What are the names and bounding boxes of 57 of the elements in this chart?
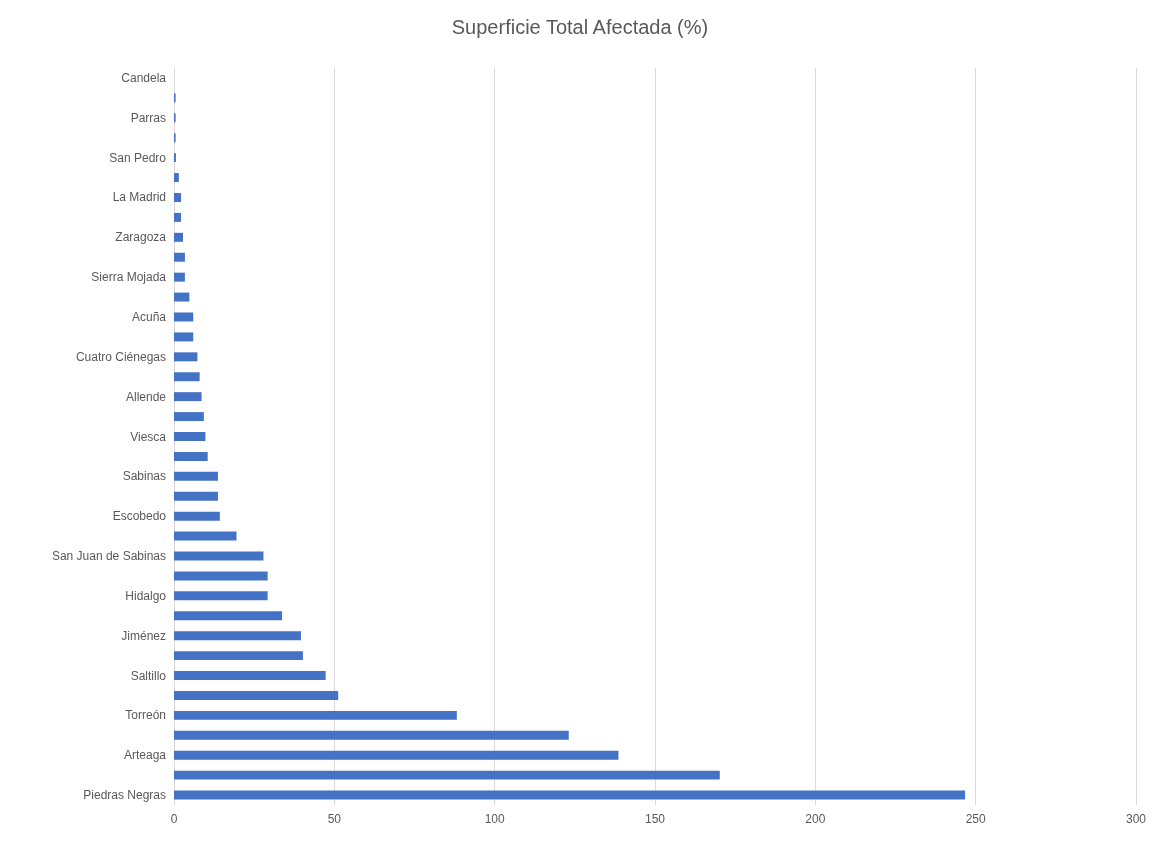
bar <box>174 750 619 760</box>
bar <box>174 690 339 700</box>
bar <box>174 451 208 461</box>
bar <box>174 392 202 402</box>
y-tick-label: La Madrid <box>112 190 166 205</box>
bar <box>174 770 720 780</box>
x-tick-label: 150 <box>644 812 666 826</box>
bar <box>174 252 185 262</box>
x-tick-label: 50 <box>327 812 342 826</box>
y-tick-label: Arteaga <box>123 748 167 763</box>
bar <box>174 332 194 342</box>
y-tick-label: San Juan de Sabinas <box>51 549 166 564</box>
y-tick-label: Jiménez <box>121 628 166 643</box>
bar <box>174 651 303 661</box>
y-tick-label: Viesca <box>130 429 167 444</box>
y-tick-label: Saltillo <box>130 668 167 683</box>
chart-title: Superficie Total Afectada (%) <box>451 16 709 38</box>
bar <box>174 212 182 222</box>
bar <box>174 730 569 740</box>
x-tick-label: 200 <box>805 812 826 826</box>
y-tick-label: Parras <box>130 110 166 125</box>
bar <box>174 531 237 541</box>
y-tick-label: Sierra Mojada <box>91 270 167 285</box>
y-tick-label: Allende <box>125 389 167 404</box>
bar <box>174 710 457 720</box>
x-tick-label: 100 <box>484 812 505 826</box>
x-tick-label: 0 <box>170 812 178 826</box>
y-tick-label: Hidalgo <box>125 588 167 603</box>
bar <box>174 232 183 242</box>
bar <box>174 272 185 282</box>
y-tick-label: Torreón <box>125 708 166 723</box>
y-tick-label: Sabinas <box>122 469 166 484</box>
y-tick-label: Escobedo <box>112 509 167 524</box>
y-tick-label: San Pedro <box>109 150 167 165</box>
bar <box>174 631 301 641</box>
bar <box>174 192 182 202</box>
y-tick-label: Zaragoza <box>115 230 167 245</box>
bar <box>174 511 220 521</box>
bar <box>174 432 206 441</box>
bar <box>174 372 200 382</box>
bar <box>174 173 179 183</box>
bar <box>174 491 218 501</box>
y-tick-label: Candela <box>121 70 167 85</box>
y-tick-label: Piedras Negras <box>83 788 166 803</box>
y-tick-label: Cuatro Ciénegas <box>75 349 166 364</box>
bar <box>174 790 966 800</box>
bar <box>174 571 268 581</box>
bar <box>174 471 218 481</box>
bar <box>174 292 190 302</box>
x-tick-label: 250 <box>965 812 986 826</box>
bar <box>174 591 268 601</box>
x-tick-label: 300 <box>1125 812 1147 826</box>
bar <box>174 611 283 621</box>
bar <box>174 412 204 422</box>
bar <box>174 671 326 681</box>
y-tick-label: Acuña <box>131 309 167 324</box>
bar <box>174 352 198 362</box>
